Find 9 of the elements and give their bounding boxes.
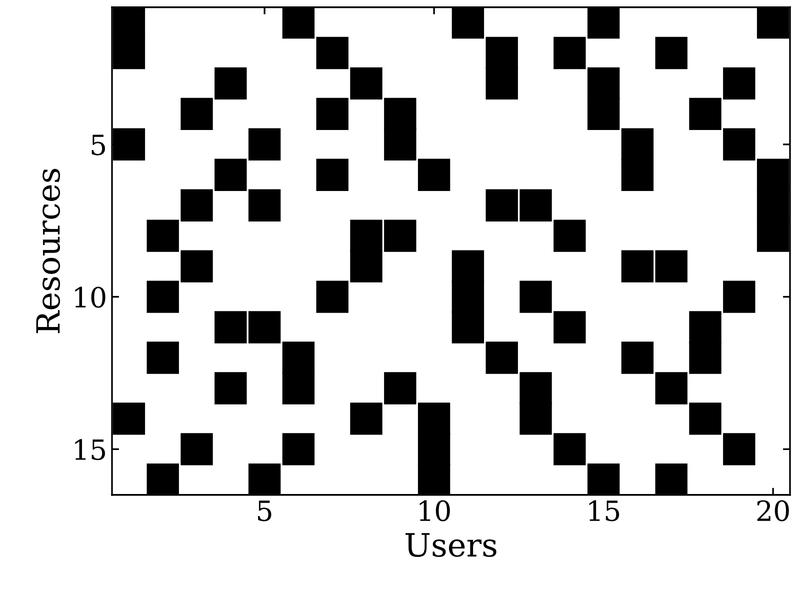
y-axis-title: Resources <box>36 168 60 334</box>
y-tick-label: 10 <box>75 286 106 308</box>
x-tick-label: 10 <box>420 500 450 522</box>
x-tick-label: 15 <box>589 500 620 522</box>
y-tick-label: 5 <box>92 134 105 156</box>
y-tick-label: 15 <box>75 439 105 460</box>
x-tick-label: 20 <box>757 500 789 522</box>
x-tick-label: 5 <box>258 500 272 522</box>
x-axis-title: Users <box>406 533 496 557</box>
